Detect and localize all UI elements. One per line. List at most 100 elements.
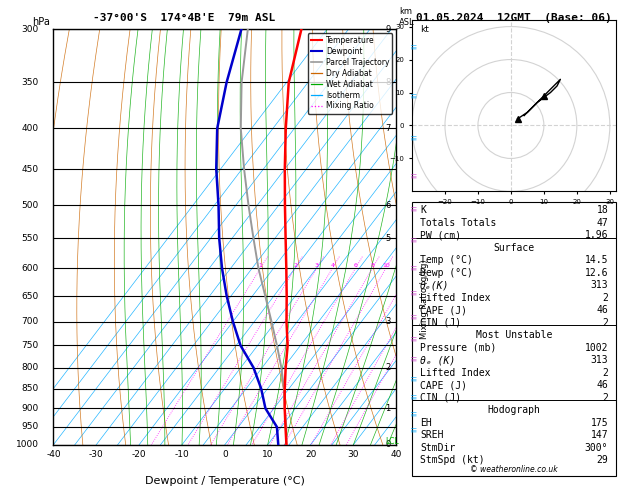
Text: θₑ(K): θₑ(K) — [420, 280, 450, 290]
Text: -30: -30 — [89, 450, 104, 459]
Text: 950: 950 — [21, 422, 39, 432]
Text: CIN (J): CIN (J) — [420, 393, 461, 403]
Text: Hodograph: Hodograph — [487, 405, 541, 415]
Legend: Temperature, Dewpoint, Parcel Trajectory, Dry Adiabat, Wet Adiabat, Isotherm, Mi: Temperature, Dewpoint, Parcel Trajectory… — [308, 33, 392, 114]
Text: EH: EH — [420, 417, 432, 428]
Text: 700: 700 — [21, 317, 39, 326]
Text: 1: 1 — [385, 404, 391, 413]
Text: StmDir: StmDir — [420, 443, 455, 452]
Text: |||: ||| — [411, 392, 416, 399]
Text: 14.5: 14.5 — [585, 255, 608, 265]
Text: 300°: 300° — [585, 443, 608, 452]
Text: 600: 600 — [21, 264, 39, 273]
Text: LCL: LCL — [385, 437, 399, 446]
Text: 1002: 1002 — [585, 343, 608, 353]
Text: 550: 550 — [21, 234, 39, 243]
Text: |||: ||| — [411, 334, 416, 341]
Text: Dewp (°C): Dewp (°C) — [420, 268, 473, 278]
Text: 8: 8 — [385, 78, 391, 87]
Text: |||: ||| — [411, 289, 416, 295]
Text: 01.05.2024  12GMT  (Base: 06): 01.05.2024 12GMT (Base: 06) — [416, 13, 612, 23]
Text: 313: 313 — [591, 355, 608, 365]
Text: 350: 350 — [21, 78, 39, 87]
Text: 2: 2 — [603, 293, 608, 303]
Text: 2: 2 — [293, 263, 297, 268]
Text: Surface: Surface — [494, 243, 535, 253]
Text: |||: ||| — [411, 134, 416, 140]
Text: 40: 40 — [391, 450, 402, 459]
Text: Temp (°C): Temp (°C) — [420, 255, 473, 265]
Text: Pressure (mb): Pressure (mb) — [420, 343, 496, 353]
Text: 2: 2 — [385, 363, 391, 372]
Text: 300: 300 — [21, 25, 39, 34]
Text: 10: 10 — [262, 450, 274, 459]
Text: Most Unstable: Most Unstable — [476, 330, 552, 340]
Text: 5: 5 — [385, 234, 391, 243]
Text: -37°00'S  174°4B'E  79m ASL: -37°00'S 174°4B'E 79m ASL — [92, 13, 275, 23]
Text: |||: ||| — [411, 91, 416, 98]
Text: Dewpoint / Temperature (°C): Dewpoint / Temperature (°C) — [145, 476, 305, 486]
Text: StmSpd (kt): StmSpd (kt) — [420, 455, 485, 465]
Text: |||: ||| — [411, 410, 416, 416]
Text: -40: -40 — [46, 450, 61, 459]
Text: |||: ||| — [411, 312, 416, 319]
Text: |||: ||| — [411, 205, 416, 211]
Text: 3: 3 — [314, 263, 318, 268]
Text: 0: 0 — [385, 440, 391, 449]
Text: PW (cm): PW (cm) — [420, 230, 461, 241]
Text: 12.6: 12.6 — [585, 268, 608, 278]
Text: Totals Totals: Totals Totals — [420, 218, 496, 228]
Text: 400: 400 — [22, 124, 39, 133]
Text: km
ASL: km ASL — [399, 7, 415, 27]
Text: 450: 450 — [22, 165, 39, 174]
Text: SREH: SREH — [420, 430, 443, 440]
Text: Mixing Ratio (g/kg): Mixing Ratio (g/kg) — [420, 260, 429, 339]
Text: 30: 30 — [348, 450, 359, 459]
Text: |||: ||| — [411, 374, 416, 381]
Text: 46: 46 — [596, 305, 608, 315]
Text: |||: ||| — [411, 263, 416, 270]
Text: 750: 750 — [21, 341, 39, 350]
Text: K: K — [420, 206, 426, 215]
Text: 0: 0 — [222, 450, 228, 459]
Text: 2: 2 — [603, 368, 608, 378]
Text: 147: 147 — [591, 430, 608, 440]
Text: 900: 900 — [21, 404, 39, 413]
Text: hPa: hPa — [33, 17, 50, 27]
Text: 46: 46 — [596, 380, 608, 390]
Text: 313: 313 — [591, 280, 608, 290]
Text: 6: 6 — [385, 201, 391, 210]
Text: CAPE (J): CAPE (J) — [420, 305, 467, 315]
Text: |||: ||| — [411, 42, 416, 49]
Text: 3: 3 — [385, 317, 391, 326]
Text: 175: 175 — [591, 417, 608, 428]
Text: CIN (J): CIN (J) — [420, 318, 461, 328]
Text: 29: 29 — [596, 455, 608, 465]
Text: 850: 850 — [21, 384, 39, 393]
Text: 2: 2 — [603, 318, 608, 328]
Text: © weatheronline.co.uk: © weatheronline.co.uk — [470, 465, 558, 473]
Text: -10: -10 — [175, 450, 189, 459]
Text: 1: 1 — [259, 263, 262, 268]
Text: 18: 18 — [596, 206, 608, 215]
Text: |||: ||| — [411, 235, 416, 242]
Text: |||: ||| — [411, 355, 416, 361]
Text: θₑ (K): θₑ (K) — [420, 355, 455, 365]
Text: 1000: 1000 — [16, 440, 39, 449]
Text: 10: 10 — [382, 263, 390, 268]
Text: Lifted Index: Lifted Index — [420, 368, 491, 378]
Text: |||: ||| — [411, 426, 416, 433]
Text: 2: 2 — [603, 393, 608, 403]
Text: 800: 800 — [21, 363, 39, 372]
Text: -20: -20 — [132, 450, 147, 459]
Text: Lifted Index: Lifted Index — [420, 293, 491, 303]
Text: CAPE (J): CAPE (J) — [420, 380, 467, 390]
Text: 6: 6 — [353, 263, 357, 268]
Text: 4: 4 — [330, 263, 335, 268]
Text: 1.96: 1.96 — [585, 230, 608, 241]
Text: 47: 47 — [596, 218, 608, 228]
Text: |||: ||| — [411, 172, 416, 178]
Text: 7: 7 — [385, 124, 391, 133]
Text: 8: 8 — [370, 263, 374, 268]
Text: 9: 9 — [385, 25, 391, 34]
